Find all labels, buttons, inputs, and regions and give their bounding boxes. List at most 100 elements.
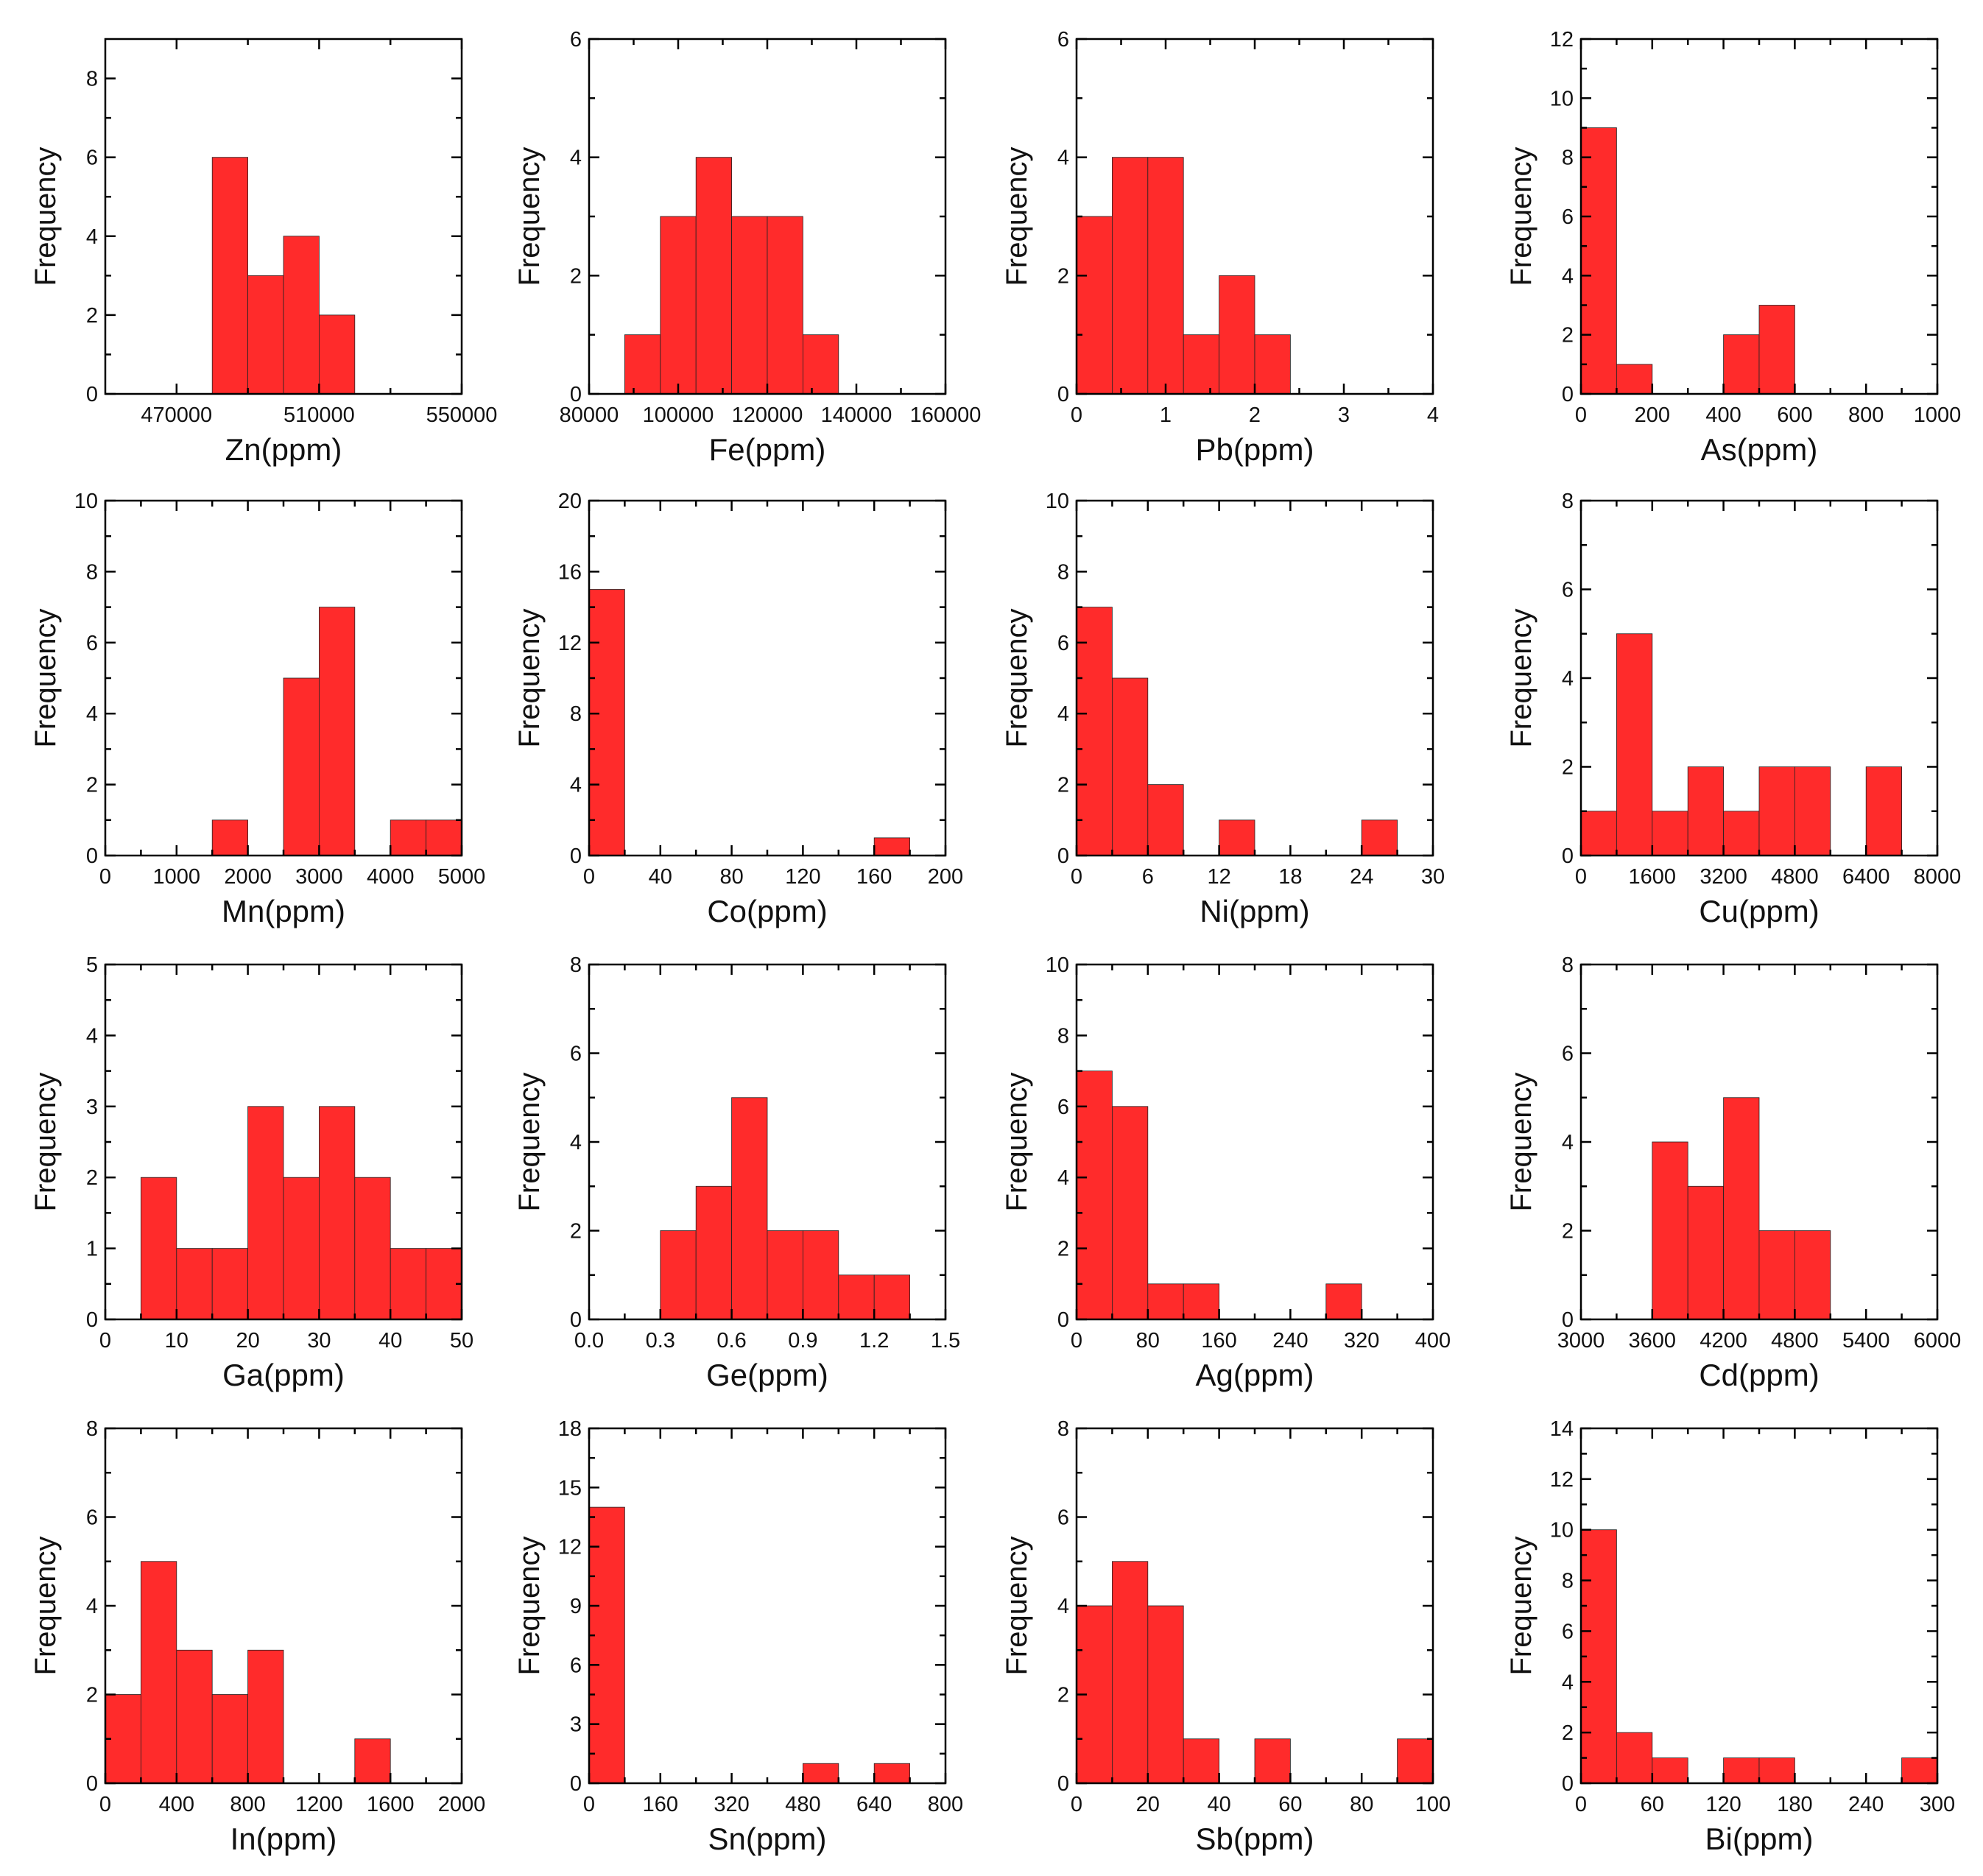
histogram-cu: 0 2 4 6 8 0 1600 3200 4800 6400 8000 Cu(ppm) Frequen…	[1505, 490, 1961, 928]
bar-ga-1	[176, 1248, 213, 1320]
x-tick-label: 100000	[643, 403, 714, 427]
bar-cu-7	[1865, 766, 1902, 856]
y-tick-label: 10	[1046, 490, 1069, 513]
x-tick-label: 0	[1575, 403, 1587, 427]
y-tick-label: 0	[86, 844, 98, 868]
y-axis-title: Frequency	[1001, 1073, 1033, 1212]
y-tick-label: 5	[86, 953, 98, 977]
x-tick-label: 200	[1635, 403, 1670, 427]
bar-sb-5	[1397, 1738, 1434, 1784]
bar-bi-3	[1723, 1757, 1760, 1784]
bar-mn-1	[283, 677, 320, 856]
y-tick-label: 6	[1057, 1096, 1069, 1119]
x-tick-label: 3600	[1629, 1329, 1677, 1353]
y-tick-label: 20	[558, 490, 582, 513]
histogram-zn: 0 2 4 6 8 470000 510000 550000 Zn(ppm) Frequency	[29, 38, 497, 467]
y-tick-label: 2	[1562, 1721, 1574, 1745]
bar-fe-1	[660, 216, 697, 395]
x-tick-label: 100	[1415, 1793, 1451, 1816]
bar-ag-4	[1325, 1283, 1362, 1320]
bar-ni-3	[1219, 819, 1255, 856]
x-tick-label: 240	[1272, 1329, 1308, 1353]
x-tick-label: 0	[583, 865, 595, 889]
bar-ge-1	[695, 1185, 733, 1320]
bar-bi-2	[1652, 1757, 1688, 1784]
bar-fe-4	[767, 216, 803, 395]
x-tick-label: 20	[236, 1329, 259, 1353]
x-tick-label: 510000	[283, 403, 355, 427]
x-tick-label: 80	[719, 865, 743, 889]
y-tick-label: 0	[1562, 1308, 1574, 1332]
y-tick-label: 3	[86, 1096, 98, 1119]
x-tick-label: 0	[1575, 865, 1587, 889]
histogram-ge: 0 2 4 6 8 0.0 0.3 0.6 0.9 1.2 1.5 Ge(ppm) Frequency	[513, 953, 960, 1392]
y-axis-title: Frequency	[1001, 609, 1033, 748]
bar-ag-2	[1147, 1283, 1184, 1320]
bar-cu-3	[1687, 766, 1724, 856]
bar-ag-3	[1183, 1283, 1219, 1320]
x-tick-label: 0	[583, 1793, 595, 1816]
x-tick-label: 120	[1705, 1793, 1741, 1816]
y-tick-label: 4	[1562, 264, 1574, 288]
x-tick-label: 320	[714, 1793, 749, 1816]
bar-in-2	[176, 1649, 213, 1784]
y-axis-title: Frequency	[513, 1073, 546, 1212]
bar-bi-0	[1580, 1529, 1617, 1784]
x-tick-label: 0	[99, 1793, 111, 1816]
bar-ge-4	[803, 1230, 839, 1320]
y-tick-label: 2	[1562, 756, 1574, 780]
x-tick-label: 120000	[732, 403, 803, 427]
bar-ge-0	[660, 1230, 697, 1320]
y-tick-label: 12	[1550, 1468, 1574, 1492]
y-tick-label: 2	[1562, 324, 1574, 348]
y-tick-label: 4	[1057, 1595, 1069, 1618]
y-tick-label: 6	[1562, 205, 1574, 229]
x-tick-label: 1200	[295, 1793, 343, 1816]
bar-ga-6	[354, 1177, 391, 1320]
x-tick-label: 640	[856, 1793, 892, 1816]
x-tick-label: 3000	[1557, 1329, 1605, 1353]
y-tick-label: 0	[570, 383, 582, 406]
x-tick-label: 12	[1207, 865, 1230, 889]
bar-fe-5	[803, 334, 839, 395]
bar-bi-4	[1758, 1757, 1795, 1784]
bar-ni-4	[1361, 819, 1398, 856]
histogram-ag: 0 2 4 6 8 10 0 80 160 240 320 400 Ag(ppm) Frequency	[1001, 953, 1451, 1392]
histogram-in: 0 2 4 6 8 0 400 800 1200 1600 2000 In(ppm) Frequency	[29, 1417, 485, 1856]
bar-fe-2	[695, 157, 733, 395]
bar-zn-3	[318, 314, 356, 395]
bar-cu-6	[1794, 766, 1831, 856]
y-tick-label: 10	[74, 490, 98, 513]
y-tick-label: 12	[1550, 28, 1574, 52]
x-axis-title: Bi(ppm)	[1705, 1822, 1813, 1856]
x-tick-label: 0.0	[574, 1329, 604, 1353]
bar-ag-0	[1076, 1071, 1113, 1320]
bar-pb-3	[1183, 334, 1219, 395]
bar-mn-4	[426, 819, 462, 856]
x-tick-label: 2000	[224, 865, 272, 889]
y-tick-label: 0	[1057, 383, 1069, 406]
bar-ga-7	[390, 1248, 427, 1320]
x-tick-label: 30	[1421, 865, 1445, 889]
x-tick-label: 160	[856, 865, 892, 889]
x-tick-label: 200	[928, 865, 963, 889]
x-tick-label: 60	[1278, 1793, 1302, 1816]
y-tick-label: 4	[86, 1024, 98, 1048]
y-tick-label: 4	[1057, 1166, 1069, 1190]
y-axis-title: Frequency	[1505, 609, 1538, 748]
x-tick-label: 18	[1278, 865, 1302, 889]
bar-sb-1	[1112, 1561, 1149, 1784]
y-tick-label: 6	[1562, 579, 1574, 602]
bar-mn-0	[211, 819, 249, 856]
y-tick-label: 2	[86, 304, 98, 328]
bar-ge-2	[731, 1097, 768, 1320]
y-axis-title: Frequency	[29, 609, 62, 748]
y-tick-label: 0	[1562, 383, 1574, 406]
y-tick-label: 0	[86, 1308, 98, 1332]
y-axis-title: Frequency	[29, 147, 62, 286]
y-tick-label: 0	[570, 1308, 582, 1332]
y-tick-label: 0	[1057, 844, 1069, 868]
x-tick-label: 1000	[1914, 403, 1962, 427]
